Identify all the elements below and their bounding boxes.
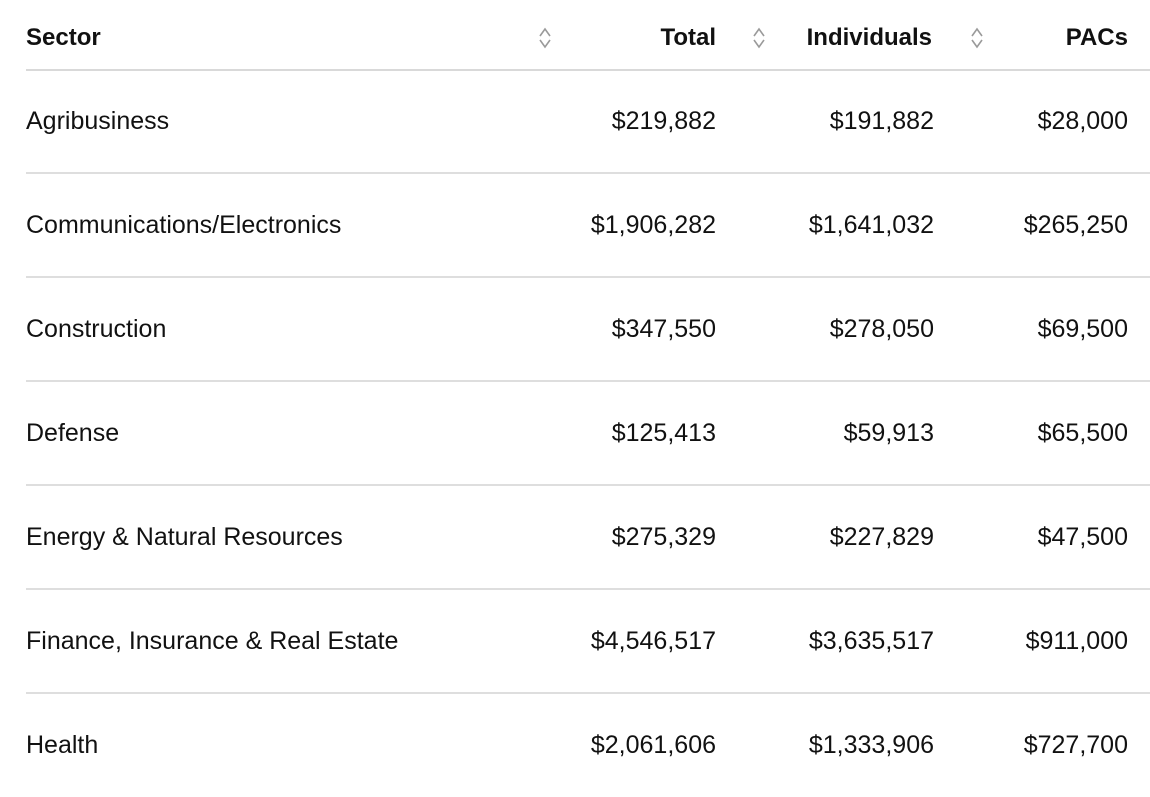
cell-total: $125,413 — [556, 381, 716, 486]
cell-individuals: $227,829 — [716, 485, 934, 590]
table-body: Agribusiness $219,882 $191,882 $28,000 C… — [26, 70, 1150, 797]
cell-sector: Health — [26, 731, 99, 759]
column-header-total[interactable]: Total — [556, 0, 765, 71]
sort-updown-icon[interactable] — [538, 26, 552, 50]
table-row: Energy & Natural Resources $275,329 $227… — [26, 485, 1150, 590]
cell-total: $1,906,282 — [556, 173, 716, 278]
cell-total: $219,882 — [556, 70, 716, 174]
column-header-individuals-label: Individuals — [806, 23, 932, 51]
cell-sector: Agribusiness — [26, 70, 556, 174]
header-row: Sector Total I — [26, 0, 1150, 71]
column-header-sector-label: Sector — [26, 23, 101, 51]
table-row: Finance, Insurance & Real Estate $4,546,… — [26, 589, 1150, 694]
cell-pacs: $265,250 — [934, 173, 1150, 278]
table-row: Construction $347,550 $278,050 $69,500 — [26, 277, 1150, 382]
column-header-individuals[interactable]: Individuals — [716, 0, 983, 71]
cell-pacs: $47,500 — [934, 485, 1150, 590]
cell-individuals: $1,333,906 — [808, 731, 934, 759]
column-header-pacs-label: PACs — [1065, 23, 1128, 51]
cell-individuals: $3,635,517 — [716, 589, 934, 694]
cell-individuals: $278,050 — [716, 277, 934, 382]
cell-sector: Communications/Electronics — [26, 173, 556, 278]
table-row: Agribusiness $219,882 $191,882 $28,000 — [26, 70, 1150, 174]
cell-total: $2,061,606 — [590, 731, 716, 759]
cell-pacs: $65,500 — [934, 381, 1150, 486]
column-header-pacs[interactable]: PACs — [934, 0, 1150, 71]
table-row: Health $2,061,606 $1,333,906 $727,700 — [26, 693, 1150, 797]
sort-updown-icon[interactable] — [970, 26, 984, 50]
cell-total: $347,550 — [556, 277, 716, 382]
table-row: Defense $125,413 $59,913 $65,500 — [26, 381, 1150, 486]
cell-sector: Defense — [26, 381, 556, 486]
cell-total: $275,329 — [556, 485, 716, 590]
cell-individuals: $1,641,032 — [716, 173, 934, 278]
table-row: Communications/Electronics $1,906,282 $1… — [26, 173, 1150, 278]
sector-contributions-table-container: Sector Total I — [26, 0, 1150, 797]
cell-individuals: $59,913 — [716, 381, 934, 486]
cell-individuals: $191,882 — [716, 70, 934, 174]
sort-updown-icon[interactable] — [752, 26, 766, 50]
cell-pacs: $911,000 — [934, 589, 1150, 694]
cell-sector: Finance, Insurance & Real Estate — [26, 589, 556, 694]
cell-pacs: $69,500 — [934, 277, 1150, 382]
cell-sector: Construction — [26, 277, 556, 382]
column-header-total-label: Total — [660, 23, 716, 51]
cell-pacs: $727,700 — [1023, 731, 1128, 759]
cell-pacs: $28,000 — [934, 70, 1150, 174]
column-header-sector[interactable]: Sector — [26, 0, 556, 71]
sector-contributions-table: Sector Total I — [26, 0, 1150, 797]
cell-total: $4,546,517 — [556, 589, 716, 694]
cell-sector: Energy & Natural Resources — [26, 485, 556, 590]
table-header: Sector Total I — [26, 0, 1150, 71]
